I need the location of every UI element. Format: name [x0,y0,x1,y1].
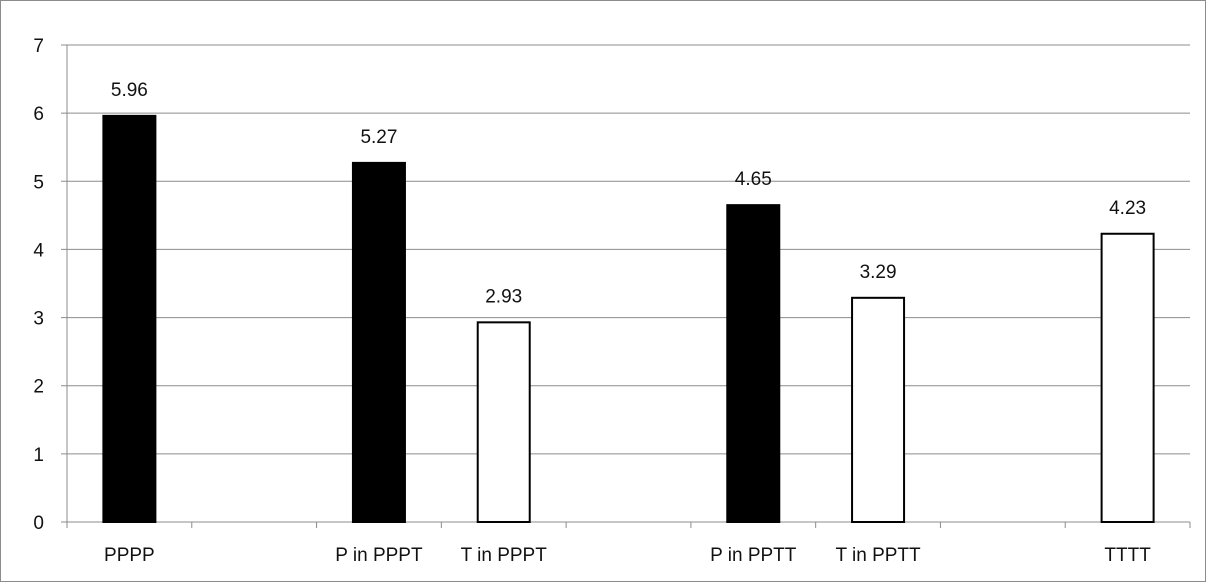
bar [726,204,781,523]
y-tick-label: 5 [33,172,44,193]
y-tick-label: 1 [33,445,44,466]
bar [1100,232,1155,523]
data-label: 5.27 [360,127,397,148]
y-tick-label: 6 [33,104,44,125]
y-tick-label: 2 [33,377,44,398]
data-label: 5.96 [111,80,148,101]
data-label: 4.65 [735,169,772,190]
y-tick-label: 4 [33,240,44,261]
x-category-label: TTTT [1104,545,1151,566]
bar [476,321,531,523]
x-category-label: P in PPTT [710,545,797,566]
x-category-label: P in PPPT [335,545,423,566]
bar [851,296,906,523]
data-labels: 5.96 5.27 2.93 4.65 3.29 4.23 [111,80,1146,307]
y-tick-label: 0 [33,513,44,534]
data-label: 3.29 [860,262,897,283]
data-label: 4.23 [1109,198,1146,219]
x-axis-category-labels: PPPP P in PPPT T in PPPT P in PPTT T in PPTT… [104,545,1151,566]
bar [351,161,406,523]
bars [102,114,1155,524]
x-category-label: T in PPTT [835,545,921,566]
x-category-label: PPPP [104,545,155,566]
gridlines [61,44,1191,528]
y-tick-label: 3 [33,309,44,330]
x-category-label: T in PPPT [461,545,548,566]
data-label: 2.93 [485,286,522,307]
y-axis-tick-labels: 0 1 2 3 4 5 6 7 [33,36,44,534]
y-tick-label: 7 [33,36,44,57]
bar [102,114,157,524]
